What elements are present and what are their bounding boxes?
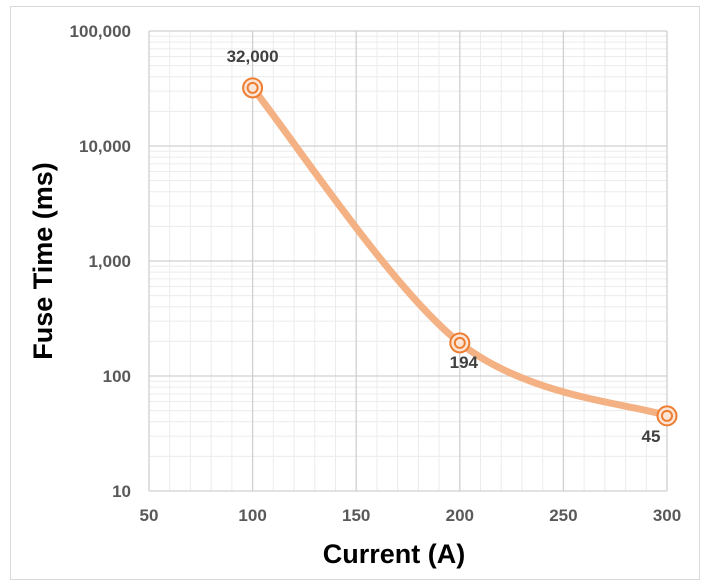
x-tick-label: 300	[653, 506, 681, 525]
data-label: 45	[642, 427, 661, 446]
x-tick-labels: 50 100 150 200 250 300	[140, 506, 682, 525]
x-tick-label: 200	[446, 506, 474, 525]
y-tick-label: 10	[112, 482, 131, 501]
data-point-marker-inner	[453, 336, 466, 349]
major-gridlines	[148, 30, 668, 492]
data-markers	[242, 77, 678, 427]
data-point-marker	[242, 77, 264, 99]
data-labels: 32,000 194 45	[227, 47, 661, 446]
data-point-marker	[449, 332, 471, 354]
y-axis-title: Fuse Time (ms)	[28, 162, 58, 360]
y-tick-label: 100	[103, 367, 131, 386]
y-tick-label: 1,000	[88, 252, 131, 271]
y-tick-label: 100,000	[70, 22, 131, 41]
x-tick-label: 100	[238, 506, 266, 525]
data-label: 194	[450, 353, 479, 372]
data-point-marker	[656, 405, 678, 427]
x-tick-label: 150	[342, 506, 370, 525]
data-label: 32,000	[227, 47, 279, 66]
y-tick-labels: 10 100 1,000 10,000 100,000	[70, 22, 131, 501]
x-axis-title: Current (A)	[323, 539, 466, 569]
chart-frame	[10, 6, 700, 580]
x-tick-label: 250	[549, 506, 577, 525]
data-point-marker-inner	[246, 81, 259, 94]
y-tick-label: 10,000	[79, 137, 131, 156]
data-point-marker-inner	[661, 409, 673, 422]
x-tick-label: 50	[140, 506, 159, 525]
